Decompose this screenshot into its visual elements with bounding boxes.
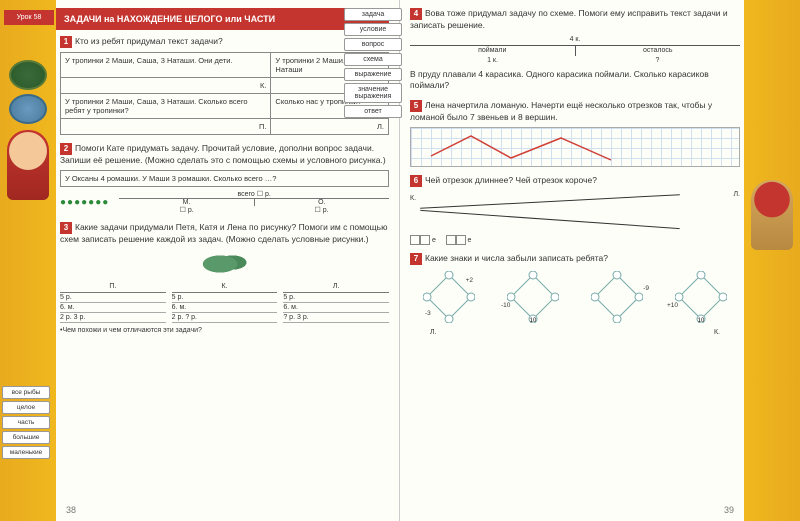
- rhombus-row: +2 -3 10 -10 -9 10 +10: [410, 271, 740, 323]
- task-text: Какие задачи придумали Петя, Катя и Лена…: [60, 222, 387, 244]
- task3-schemas: П. 5 р. 6. м. 2 р. 3 р. К. 5 р. 6. м. 2 …: [60, 283, 389, 323]
- left-tag: большие: [2, 431, 50, 444]
- page-number-left: 38: [66, 505, 76, 515]
- vocab-tag: задача: [344, 8, 402, 21]
- left-vocab-tags: все рыбы целое часть большие маленькие: [2, 386, 50, 461]
- task-6: 6Чей отрезок длиннее? Чей отрезок короче…: [410, 175, 740, 245]
- task-num: 1: [60, 36, 72, 48]
- schema-m: М.: [119, 199, 254, 206]
- page-number-right: 39: [724, 505, 734, 515]
- left-tag: все рыбы: [2, 386, 50, 399]
- task-4: 4Вова тоже придумал задачу по схеме. Пом…: [410, 8, 740, 92]
- cell: П.: [61, 119, 271, 135]
- book-spread: все рыбы целое часть большие маленькие У…: [0, 0, 800, 521]
- schema-r: ☐ р.: [254, 206, 389, 214]
- task4-body: В пруду плавали 4 карасика. Одного карас…: [410, 69, 740, 91]
- left-tag: часть: [2, 416, 50, 429]
- vocab-tag: условие: [344, 23, 402, 36]
- task4-schema: 4 к. поймали осталось 1 к. ?: [410, 35, 740, 65]
- vocab-tags: задача условие вопрос схема выражение зн…: [344, 8, 402, 120]
- task-num: 6: [410, 175, 422, 187]
- schema-l: ☐ р.: [119, 206, 254, 214]
- svg-text:10: 10: [530, 318, 537, 323]
- schema-o: О.: [255, 199, 389, 206]
- vocab-tag: схема: [344, 53, 402, 66]
- left-tag: целое: [2, 401, 50, 414]
- segment-diagram: К. Л.: [410, 191, 740, 231]
- counter-dots: ●●●●●●●: [60, 197, 109, 208]
- cell: У тропинки 2 Маши, Саша, 3 Наташи. Они д…: [61, 53, 271, 78]
- content-left: Урок 58 ЗАДАЧИ на НАХОЖДЕНИЕ ЦЕЛОГО или …: [60, 0, 389, 334]
- schema-total: всего ☐ р.: [119, 190, 389, 199]
- page-right: задача условие вопрос схема выражение зн…: [400, 0, 800, 521]
- task-5: 5Лена начертила ломаную. Начерти ещё нес…: [410, 100, 740, 167]
- task-num: 7: [410, 253, 422, 265]
- illustration-bottle: [9, 60, 47, 90]
- task-num: 5: [410, 100, 422, 112]
- illustration-child-brown: [751, 180, 793, 250]
- illustration-birds: [200, 249, 250, 279]
- task-text: Вова тоже придумал задачу по схеме. Помо…: [410, 8, 728, 30]
- page-left: все рыбы целое часть большие маленькие У…: [0, 0, 400, 521]
- cell: У тропинки 2 Маши, Саша, 3 Наташи. Сколь…: [61, 94, 271, 119]
- task-question: Кто из ребят придумал текст задачи?: [75, 36, 223, 46]
- task2-table: У Оксаны 4 ромашки. У Маши 3 ромашки. Ск…: [60, 170, 389, 187]
- task-text: Какие знаки и числа забыли записать ребя…: [425, 253, 608, 263]
- task-3: 3Какие задачи придумали Петя, Катя и Лен…: [60, 222, 389, 334]
- task-num: 4: [410, 8, 422, 20]
- lesson-tag: Урок 58: [4, 10, 54, 25]
- task1-table: У тропинки 2 Маши, Саша, 3 Наташи. Они д…: [60, 52, 389, 135]
- task3-footer: •Чем похожи и чем отличаются эти задачи?: [60, 327, 389, 334]
- answer-boxes: е е: [410, 235, 740, 245]
- task-text: Лена начертила ломаную. Начерти ещё неск…: [410, 100, 712, 122]
- col-hdr: К.: [172, 283, 278, 293]
- illustration-fishbowl: [9, 94, 47, 124]
- cell: Л.: [271, 119, 389, 135]
- task-1: 1Кто из ребят придумал текст задачи? У т…: [60, 36, 389, 135]
- cell: К.: [61, 78, 271, 94]
- vocab-tag: выражение: [344, 68, 402, 81]
- task-2: 2Помоги Кате придумать задачу. Прочитай …: [60, 143, 389, 214]
- task-text: Чей отрезок длиннее? Чей отрезок короче?: [425, 175, 597, 185]
- cell: У Оксаны 4 ромашки. У Маши 3 ромашки. Ск…: [61, 171, 389, 187]
- rh-label-k: К.: [714, 329, 720, 336]
- rh-label-l: Л.: [430, 329, 437, 336]
- left-tag: маленькие: [2, 446, 50, 459]
- vocab-tag: вопрос: [344, 38, 402, 51]
- rhombus-1: +2 -3: [423, 271, 475, 323]
- task-7: 7Какие знаки и числа забыли записать реб…: [410, 253, 740, 336]
- sidebar-left: все рыбы целое часть большие маленькие: [0, 0, 56, 521]
- vocab-tag: значение выражения: [344, 83, 402, 103]
- content-right: 4Вова тоже придумал задачу по схеме. Пом…: [410, 0, 740, 336]
- sidebar-right: [744, 0, 800, 521]
- page-title: ЗАДАЧИ на НАХОЖДЕНИЕ ЦЕЛОГО или ЧАСТИ: [56, 8, 389, 30]
- illustration-child-red: [7, 130, 49, 200]
- grid-paper: [410, 127, 740, 167]
- col-hdr: П.: [60, 283, 166, 293]
- rhombus-4: 10 +10: [675, 271, 727, 323]
- task-num: 3: [60, 222, 72, 234]
- polyline-chart: [411, 128, 739, 166]
- svg-text:10: 10: [698, 318, 705, 323]
- col-hdr: Л.: [283, 283, 389, 293]
- rhombus-2: 10 -10: [507, 271, 559, 323]
- task-text: Помоги Кате придумать задачу. Прочитай у…: [60, 143, 386, 165]
- rhombus-3: -9: [591, 271, 643, 323]
- task-num: 2: [60, 143, 72, 155]
- vocab-tag: ответ: [344, 105, 402, 118]
